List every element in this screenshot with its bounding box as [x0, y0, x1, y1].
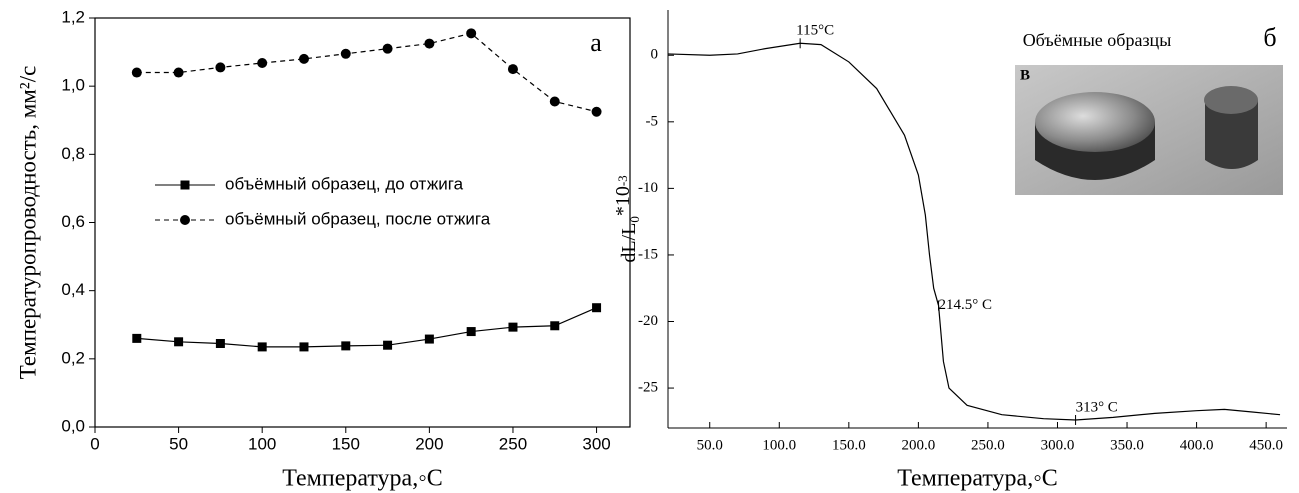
marker	[592, 303, 602, 313]
data-line	[136, 307, 597, 348]
marker	[299, 342, 309, 352]
x-tick-label: 200.0	[902, 437, 936, 453]
x-tick-label: 250	[499, 434, 527, 453]
inset-title: Объёмные образцы	[1023, 30, 1172, 50]
x-tick-label: 350.0	[1110, 437, 1144, 453]
marker	[508, 322, 518, 332]
x-axis-label: Температура,◦C	[282, 466, 442, 492]
x-tick-label: 0	[90, 434, 99, 453]
y-tick-label: -5	[646, 113, 659, 129]
x-tick-label: 150.0	[832, 437, 866, 453]
marker	[424, 334, 434, 344]
x-tick-label: 300.0	[1041, 437, 1075, 453]
y-axis-label-part: dL/L	[618, 223, 640, 263]
marker	[549, 96, 560, 107]
marker	[507, 64, 518, 75]
y-axis-label-part: *10	[612, 186, 634, 216]
annotation: 115°C	[796, 23, 834, 39]
inset-label: В	[1020, 67, 1030, 83]
marker	[257, 57, 268, 68]
y-tick-label: -20	[638, 313, 658, 329]
marker	[591, 106, 602, 117]
x-tick-label: 250.0	[971, 437, 1005, 453]
y-tick-label: -10	[638, 180, 658, 196]
y-tick-label: 0,6	[61, 212, 85, 231]
y-axis-label: Температуропроводность, мм²/с	[15, 66, 40, 380]
annotation: 313° C	[1076, 399, 1118, 415]
x-tick-label: 150	[332, 434, 360, 453]
y-tick-label: 1,2	[61, 7, 85, 26]
x-tick-label: 450.0	[1249, 437, 1283, 453]
data-line	[667, 42, 1281, 421]
x-tick-label: 50	[169, 434, 188, 453]
marker	[466, 28, 477, 39]
legend-label: объёмный образец, после отжига	[225, 209, 491, 228]
y-axis-label: dL/L0*10-3	[612, 175, 642, 262]
legend-marker	[180, 215, 190, 225]
marker	[340, 48, 351, 59]
y-tick-label: 0,8	[61, 144, 85, 163]
marker	[382, 43, 393, 54]
x-tick-label: 300	[582, 434, 610, 453]
x-tick-label: 100.0	[762, 437, 796, 453]
y-tick-label: 0,4	[61, 280, 85, 299]
marker	[131, 67, 142, 78]
marker	[215, 338, 225, 348]
marker	[257, 342, 267, 352]
y-tick-label: -25	[638, 380, 658, 396]
y-tick-label: 1,0	[61, 76, 85, 95]
marker	[550, 321, 560, 331]
x-tick-label: 100	[248, 434, 276, 453]
x-tick-label: 400.0	[1180, 437, 1214, 453]
y-axis-label-part: -3	[615, 175, 630, 186]
y-tick-label: 0,0	[61, 416, 85, 435]
y-axis-label-part: 0	[627, 216, 642, 223]
x-tick-label: 200	[415, 434, 443, 453]
y-tick-label: -15	[638, 246, 658, 262]
marker	[174, 337, 184, 347]
x-axis-label: Температура,◦C	[897, 466, 1057, 492]
marker	[173, 67, 184, 78]
marker	[466, 327, 476, 337]
marker	[132, 333, 142, 343]
marker	[298, 53, 309, 64]
marker	[215, 62, 226, 73]
y-tick-label: 0	[651, 47, 659, 63]
marker	[383, 340, 393, 350]
annotation: 214.5° C	[939, 297, 993, 313]
x-tick-label: 50.0	[697, 437, 723, 453]
data-line	[136, 32, 597, 113]
panel-letter: а	[590, 28, 602, 57]
legend-label: объёмный образец, до отжига	[225, 174, 464, 193]
panel-letter: б	[1263, 23, 1276, 52]
marker	[341, 341, 351, 351]
inset-photo	[1015, 65, 1283, 195]
y-tick-label: 0,2	[61, 348, 85, 367]
legend-marker	[180, 180, 190, 190]
marker	[424, 38, 435, 49]
